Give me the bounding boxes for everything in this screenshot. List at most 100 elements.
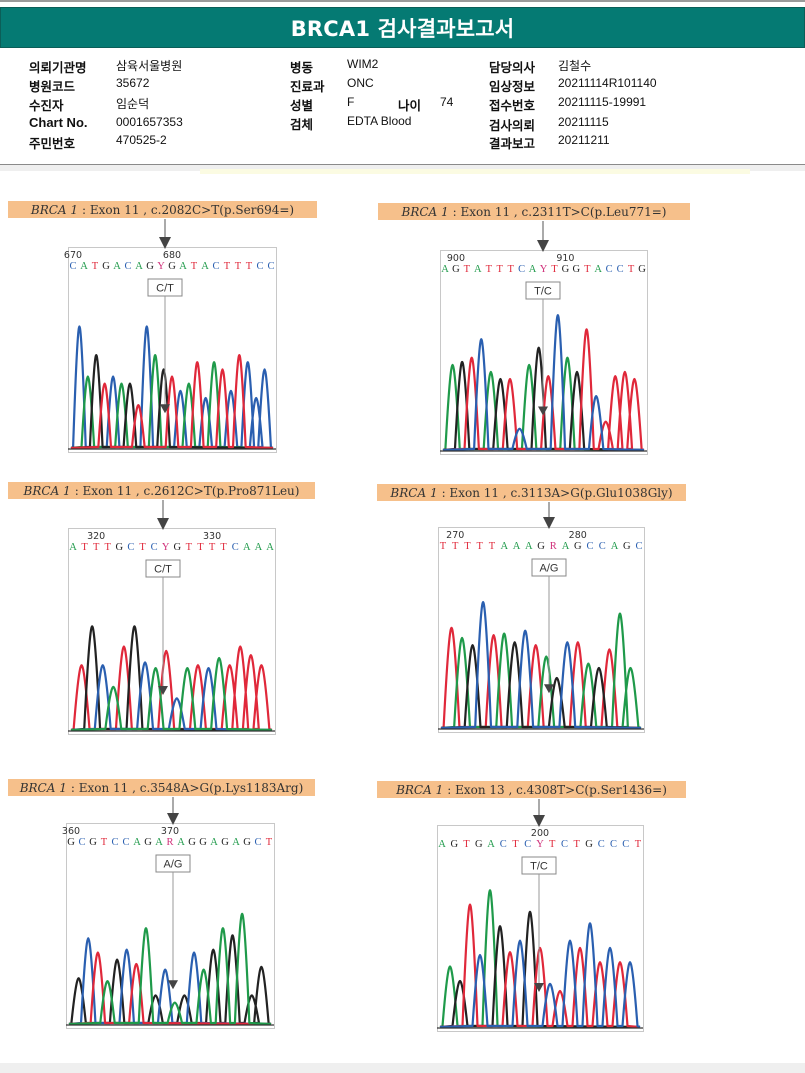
label-accession-no: 접수번호: [489, 98, 536, 113]
trace-C: [68, 937, 272, 1026]
variant-caption: BRCA 1: Exon 13 , c.4308T>C(p.Ser1436=): [377, 781, 686, 798]
sequence-base: T: [246, 261, 253, 272]
gene-name: BRCA 1: [401, 204, 449, 219]
gene-name: BRCA 1: [30, 202, 79, 217]
label-ward: 병동: [290, 60, 314, 75]
sequence-base: R: [550, 541, 557, 552]
report-title: BRCA1 검사결과보고서: [290, 16, 515, 41]
value-age: 74: [440, 95, 454, 109]
trace-A: [70, 353, 274, 450]
sequence-base: T: [574, 839, 581, 850]
sequence-base: T: [209, 542, 216, 553]
position-label: 910: [556, 253, 574, 264]
sequence-base: C: [151, 542, 158, 553]
label-chart-no: Chart No.: [29, 115, 88, 130]
trace-T: [70, 353, 274, 450]
variant-marker-icon: [168, 980, 178, 990]
variant-caption: BRCA 1: Exon 11 , c.3548A>G(p.Lys1183Arg…: [8, 779, 315, 796]
sequence-base: A: [441, 264, 449, 275]
sequence-base: C: [78, 837, 85, 848]
sequence-base: T: [235, 261, 242, 272]
sequence-base: T: [584, 264, 591, 275]
sequence-base: C: [610, 839, 617, 850]
sequence-base: A: [611, 541, 619, 552]
sequence-base: C: [606, 264, 613, 275]
sequence-base: A: [179, 261, 187, 272]
gene-name: BRCA 1: [396, 782, 444, 797]
sequence-base: A: [155, 837, 163, 848]
sequence-base: A: [594, 264, 602, 275]
trace-A: [70, 656, 273, 732]
sequence-base: G: [221, 837, 229, 848]
trace-C: [70, 661, 273, 732]
sequence-base: R: [166, 837, 173, 848]
sequence-base: T: [464, 541, 471, 552]
value-clinical-info: 20211114R101140: [558, 76, 657, 90]
sequence-base: T: [452, 541, 459, 552]
variant-description: : Exon 11 , c.2612C>T(p.Pro871Leu): [74, 483, 300, 498]
value-resident-no: 470525-2: [116, 133, 167, 147]
sequence-base: A: [474, 264, 482, 275]
sequence-base: C: [518, 264, 525, 275]
header-divider: [0, 164, 805, 165]
sequence-base: C: [124, 261, 131, 272]
sequence-base: Y: [157, 261, 165, 272]
sequence-base: G: [102, 261, 110, 272]
sequence-base: G: [573, 264, 581, 275]
chromatogram-frame: [437, 825, 644, 1032]
trace-T: [440, 626, 642, 730]
sequence-base: T: [463, 839, 470, 850]
sequence-base: C: [69, 261, 76, 272]
label-physician: 담당의사: [489, 60, 536, 75]
variant-caption: BRCA 1: Exon 11 , c.2612C>T(p.Pro871Leu): [8, 482, 315, 499]
sequence-base: T: [93, 542, 100, 553]
report-title-bar: BRCA1 검사결과보고서: [0, 7, 805, 48]
sequence-base: A: [438, 839, 446, 850]
value-report-date: 20211211: [558, 133, 610, 147]
top-border: [0, 0, 805, 2]
sequence-base: G: [537, 541, 545, 552]
sequence-base: T: [101, 837, 108, 848]
genotype-call: C/T: [154, 564, 172, 576]
trace-G: [70, 353, 274, 450]
sequence-base: G: [475, 839, 483, 850]
variant-marker-icon: [534, 983, 544, 992]
sequence-base: T: [497, 264, 504, 275]
label-sex: 성별: [290, 98, 314, 113]
pointer-arrow-icon: [159, 237, 171, 249]
value-hospital-code: 35672: [116, 76, 150, 90]
value-patient: 임순덕: [116, 97, 150, 111]
sequence-base: T: [635, 839, 642, 850]
trace-C: [440, 601, 642, 730]
trace-T: [442, 328, 645, 452]
sequence-base: G: [146, 261, 154, 272]
sequence-base: C: [598, 839, 605, 850]
variant-caption: BRCA 1: Exon 11 , c.2082C>T(p.Ser694=): [8, 201, 317, 218]
label-age: 나이: [398, 98, 422, 113]
gene-name: BRCA 1: [23, 483, 71, 498]
sequence-base: T: [197, 542, 204, 553]
variant-marker-icon: [538, 406, 548, 416]
position-label: 670: [64, 250, 82, 261]
label-department: 진료과: [290, 79, 325, 94]
sequence-base: C: [617, 264, 624, 275]
sequence-base: A: [525, 541, 533, 552]
sequence-base: C: [586, 541, 593, 552]
genotype-call: A/G: [164, 859, 183, 871]
sequence-base: G: [450, 839, 458, 850]
sequence-base: T: [486, 264, 493, 275]
variant-description: : Exon 13 , c.4308T>C(p.Ser1436=): [447, 782, 667, 797]
value-specimen: EDTA Blood: [347, 114, 412, 128]
header-divider-highlight: [200, 169, 750, 174]
position-label: 370: [161, 826, 179, 837]
sequence-base: A: [177, 837, 185, 848]
sequence-base: C: [127, 542, 134, 553]
sequence-base: A: [255, 542, 263, 553]
genotype-call: A/G: [540, 563, 559, 575]
label-resident-no: 주민번호: [29, 136, 76, 151]
sequence-base: A: [266, 542, 274, 553]
sequence-base: T: [477, 541, 484, 552]
